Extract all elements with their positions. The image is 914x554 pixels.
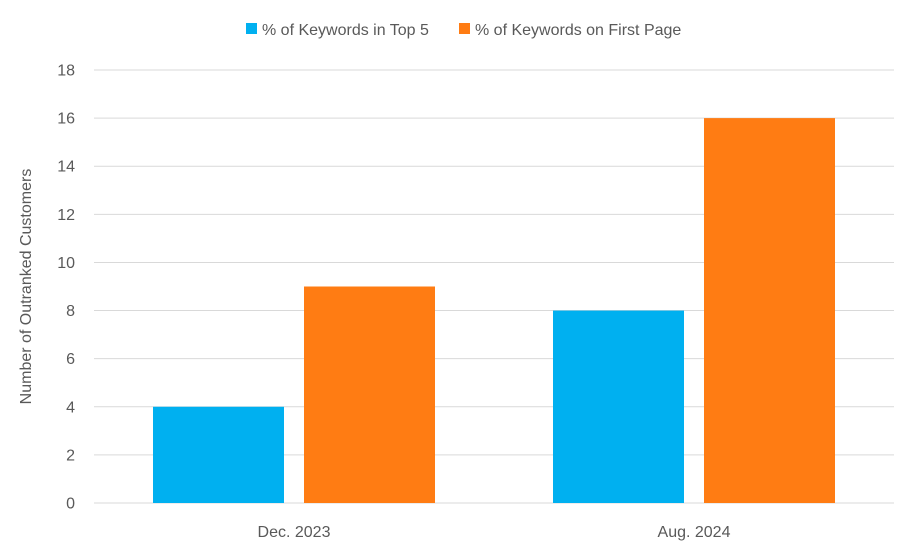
y-tick-label: 12 (57, 207, 75, 224)
y-tick-label: 16 (57, 111, 75, 128)
x-axis-ticks: Dec. 2023 Aug. 2024 (258, 524, 731, 541)
bar-top5-1 (553, 310, 684, 503)
legend: % of Keywords in Top 5 % of Keywords on … (246, 22, 681, 39)
x-tick-label: Aug. 2024 (658, 524, 731, 541)
y-axis-label: Number of Outranked Customers (18, 169, 35, 405)
y-tick-label: 6 (66, 351, 75, 368)
y-tick-label: 0 (66, 496, 75, 513)
bars (153, 118, 835, 503)
y-tick-label: 4 (66, 399, 75, 416)
legend-swatch-first-page (459, 23, 470, 34)
legend-label-top5: % of Keywords in Top 5 (262, 22, 429, 39)
y-tick-label: 8 (66, 303, 75, 320)
y-tick-label: 14 (57, 159, 75, 176)
bar-first-page-1 (704, 118, 835, 503)
y-axis-ticks: 0 2 4 6 8 10 12 14 16 18 (57, 63, 75, 513)
legend-label-first-page: % of Keywords on First Page (475, 22, 681, 39)
legend-swatch-top5 (246, 23, 257, 34)
bar-first-page-0 (304, 286, 435, 503)
y-tick-label: 2 (66, 447, 75, 464)
y-tick-label: 10 (57, 255, 75, 272)
bar-top5-0 (153, 406, 284, 503)
x-tick-label: Dec. 2023 (258, 524, 331, 541)
y-tick-label: 18 (57, 63, 75, 80)
